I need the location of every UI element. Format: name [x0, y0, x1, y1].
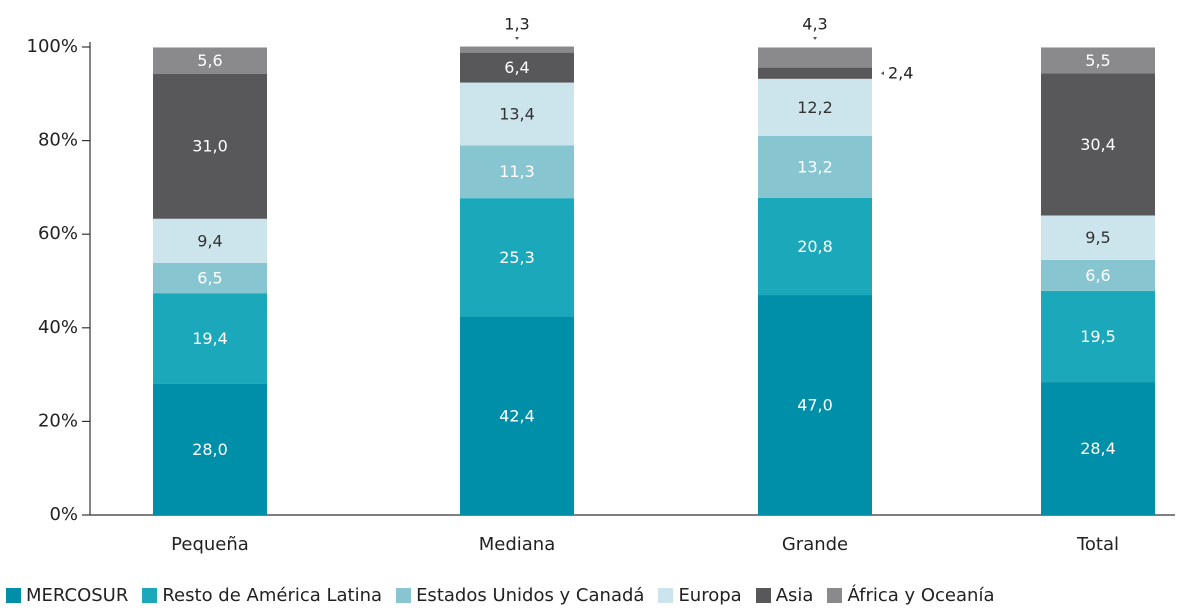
- data-label: 30,4: [1080, 135, 1116, 154]
- data-label: 19,4: [192, 329, 228, 348]
- data-label: 28,4: [1080, 439, 1116, 458]
- data-label: 5,5: [1085, 51, 1110, 70]
- bar-segment: [758, 197, 872, 296]
- bar-segment: [1041, 382, 1155, 515]
- bar-segment: [153, 293, 267, 384]
- legend-swatch: [827, 588, 843, 603]
- data-label: 28,0: [192, 440, 228, 459]
- bar-segment: [153, 73, 267, 219]
- bar-segment: [460, 82, 574, 146]
- data-label: 47,0: [797, 396, 833, 415]
- data-label: 1,3: [504, 15, 529, 34]
- legend-item: Estados Unidos y Canadá: [396, 585, 644, 606]
- bar-segment: [758, 295, 872, 515]
- label-arrow: [881, 71, 884, 76]
- legend-label: MERCOSUR: [26, 585, 129, 606]
- legend-item: Europa: [658, 585, 742, 606]
- x-tick-label: Grande: [782, 534, 848, 555]
- legend-label: África y Oceanía: [847, 585, 995, 606]
- legend-label: Estados Unidos y Canadá: [416, 585, 645, 606]
- legend-swatch: [6, 588, 21, 603]
- data-label: 12,2: [797, 98, 833, 117]
- data-label: 9,5: [1085, 228, 1110, 247]
- y-tick-label: 20%: [38, 410, 78, 431]
- data-label: 9,4: [197, 231, 222, 250]
- y-tick-label: 80%: [38, 130, 78, 151]
- bar-segment: [153, 262, 267, 294]
- data-label: 6,5: [197, 268, 222, 287]
- bar-segment: [460, 52, 574, 83]
- data-label: 42,4: [499, 406, 535, 425]
- bar-segment: [153, 218, 267, 263]
- x-tick-label: Mediana: [479, 534, 556, 555]
- bar-segment: [1041, 290, 1155, 383]
- legend-label: Asia: [775, 585, 814, 606]
- legend-swatch: [755, 588, 771, 603]
- bar-segment: [1041, 259, 1155, 291]
- x-tick-label: Pequeña: [171, 534, 249, 555]
- legend-swatch: [396, 588, 412, 603]
- data-label: 19,5: [1080, 327, 1116, 346]
- chart: 0% 20% 40% 60% 80% 100% Pequeña 28,0 19,4 6,5 9,4 3…: [27, 15, 1175, 555]
- data-label: 20,8: [797, 237, 833, 256]
- legend-swatch: [142, 588, 158, 603]
- data-label: 2,4: [888, 64, 913, 83]
- bar-segment: [758, 67, 872, 79]
- legend: MERCOSUR Resto de América Latina Estados U…: [6, 585, 994, 606]
- y-tick-label: 100%: [27, 36, 78, 57]
- bar-segment: [758, 47, 872, 68]
- bar-segment: [1041, 73, 1155, 216]
- legend-item: MERCOSUR: [6, 585, 128, 606]
- legend-item: Resto de América Latina: [142, 585, 382, 606]
- bar-segment: [460, 198, 574, 317]
- legend-label: Resto de América Latina: [162, 585, 383, 606]
- bar-segment: [153, 383, 267, 515]
- data-label: 31,0: [192, 137, 228, 156]
- legend-label: Europa: [678, 585, 742, 606]
- bar-segment: [758, 135, 872, 198]
- data-label: 13,2: [797, 157, 833, 176]
- data-label: 25,3: [499, 248, 535, 267]
- data-label: 13,4: [499, 104, 535, 123]
- bar-segment: [460, 46, 574, 53]
- label-arrow: [813, 37, 817, 40]
- bar-segment: [460, 145, 574, 199]
- y-tick-label: 0%: [49, 504, 78, 525]
- y-tick-label: 60%: [38, 223, 78, 244]
- data-label: 5,6: [197, 51, 222, 70]
- data-label: 6,6: [1085, 266, 1110, 285]
- legend-swatch: [658, 588, 674, 603]
- data-label: 6,4: [504, 58, 529, 77]
- y-tick-label: 40%: [38, 317, 78, 338]
- bar-segment: [1041, 215, 1155, 260]
- data-label: 4,3: [802, 15, 827, 34]
- x-tick-label: Total: [1076, 534, 1119, 555]
- bar-segment: [153, 47, 267, 74]
- legend-item: Asia: [755, 585, 814, 606]
- bar-segment: [758, 78, 872, 136]
- bar-segment: [1041, 47, 1155, 74]
- bar-segment: [460, 316, 574, 515]
- label-arrow: [515, 37, 519, 40]
- legend-item: África y Oceanía: [827, 585, 994, 606]
- data-label: 11,3: [499, 162, 535, 181]
